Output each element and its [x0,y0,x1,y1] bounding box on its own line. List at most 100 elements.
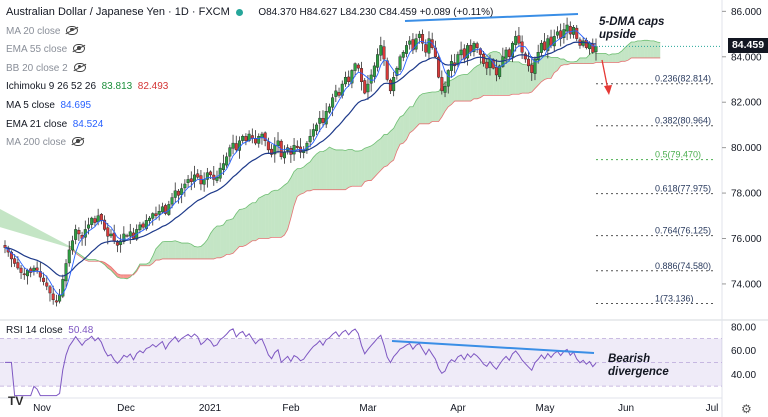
ichimoku-cloud-segment [650,40,654,58]
ichimoku-cloud-segment [200,243,205,259]
ichimoku-cloud-segment [557,57,561,71]
ichimoku-cloud-segment [249,202,253,244]
candle-body [205,172,209,180]
candle-body [523,53,527,60]
ichimoku-cloud-segment [348,149,352,188]
candle-body [106,227,110,237]
ichimoku-cloud-segment [194,246,198,259]
ichimoku-cloud-segment [165,241,169,259]
candle-body [119,240,123,245]
eye-hidden-icon[interactable] [66,25,79,35]
ichimoku-cloud-segment [172,240,176,259]
candle-body [533,58,537,74]
indicator-ma20[interactable]: MA 20 close [6,23,493,42]
ichimoku-cloud-segment [589,51,593,64]
price-tick-label: 78.000 [731,189,762,200]
eye-hidden-icon[interactable] [73,62,86,72]
candle-body [257,136,261,144]
candle-body [263,132,267,142]
ichimoku-value-a: 83.813 [101,81,133,93]
candle-body [74,229,78,240]
candle-body [70,240,74,251]
candle-body [594,46,598,53]
price-tick-label: 86.000 [731,7,762,18]
candle-body [398,56,402,70]
ichimoku-cloud-segment [403,110,407,144]
candle-body [334,90,338,97]
ichimoku-cloud-segment [406,106,410,140]
ichimoku-cloud-segment [647,40,651,58]
indicator-ema55[interactable]: EMA 55 close [6,41,493,60]
resistance-trendline [404,13,579,22]
candle-body [93,218,97,223]
candle-body [186,179,190,183]
ichimoku-cloud-segment [631,42,635,58]
candle-body [266,141,270,151]
candle-body [350,70,354,84]
ichimoku-cloud-segment [261,194,266,239]
ichimoku-cloud-segment [570,61,574,64]
ichimoku-cloud-segment [143,264,147,266]
ichimoku-cloud-segment [313,153,317,190]
ichimoku-cloud-segment [127,274,131,279]
ichimoku-cloud-segment [278,187,282,238]
ichimoku-cloud-segment [634,40,638,58]
price-tick-label: 82.000 [731,98,762,109]
ichimoku-cloud-segment [226,219,230,255]
ema21-line [4,41,597,277]
candle-body [440,77,444,92]
symbol-title[interactable]: Australian Dollar / Japanese Yen · 1D · … [6,6,230,18]
indicator-ichimoku[interactable]: Ichimoku 9 26 52 26 83.813 82.493 [6,81,169,93]
candle-body [446,70,450,87]
ichimoku-cloud-segment [110,266,115,274]
candle-body [475,43,479,48]
ichimoku-cloud-segment [579,57,584,64]
ichimoku-cloud-segment [473,65,478,99]
indicator-bb20[interactable]: BB 20 close 2 [6,60,493,79]
candle-body [276,140,280,146]
candle-body [61,279,65,297]
rsi-tick-label: 80.00 [731,322,756,333]
ichimoku-cloud-segment [451,78,455,105]
ichimoku-cloud-segment [448,80,452,107]
ichimoku-cloud-segment [657,42,661,58]
candle-body [568,26,572,35]
time-tick-label: Jul [706,403,719,414]
price-tick-label: 76.000 [731,234,762,245]
indicator-ma5[interactable]: MA 5 close 84.695 [6,99,92,111]
candle-body [472,42,476,52]
candle-body [42,277,46,282]
candle-body [157,211,161,215]
ichimoku-cloud-segment [432,91,436,122]
candle-body [221,163,225,170]
ichimoku-cloud-segment [268,191,272,239]
ichimoku-cloud-segment [496,51,500,96]
eye-hidden-icon[interactable] [73,44,86,54]
eye-hidden-icon[interactable] [72,137,85,147]
candle-body [231,142,235,149]
indicator-ema21[interactable]: EMA 21 close 84.524 [6,118,104,130]
ichimoku-cloud-segment [624,44,629,62]
ichimoku-cloud-segment [252,202,256,241]
ichimoku-cloud-segment [457,74,462,102]
indicator-ma200[interactable]: MA 200 close [6,134,493,153]
time-tick-label: Apr [450,403,466,414]
gear-icon[interactable]: ⚙ [741,402,752,416]
candle-body [154,213,158,216]
candle-body [549,36,553,46]
rsi-legend[interactable]: RSI 14 close 50.48 [6,325,94,336]
candle-body [356,64,360,69]
candle-body [87,224,91,229]
ichimoku-cloud-segment [480,58,484,98]
ichimoku-cloud-segment [412,100,417,131]
candle-body [321,118,325,123]
ichimoku-cloud-segment [608,53,613,63]
ichimoku-cloud-segment [502,57,507,96]
ichimoku-cloud-segment [640,40,645,58]
candle-body [90,217,94,225]
candle-body [510,42,514,58]
candle-body [244,136,248,142]
candle-body [372,65,376,77]
candle-body [546,38,550,51]
